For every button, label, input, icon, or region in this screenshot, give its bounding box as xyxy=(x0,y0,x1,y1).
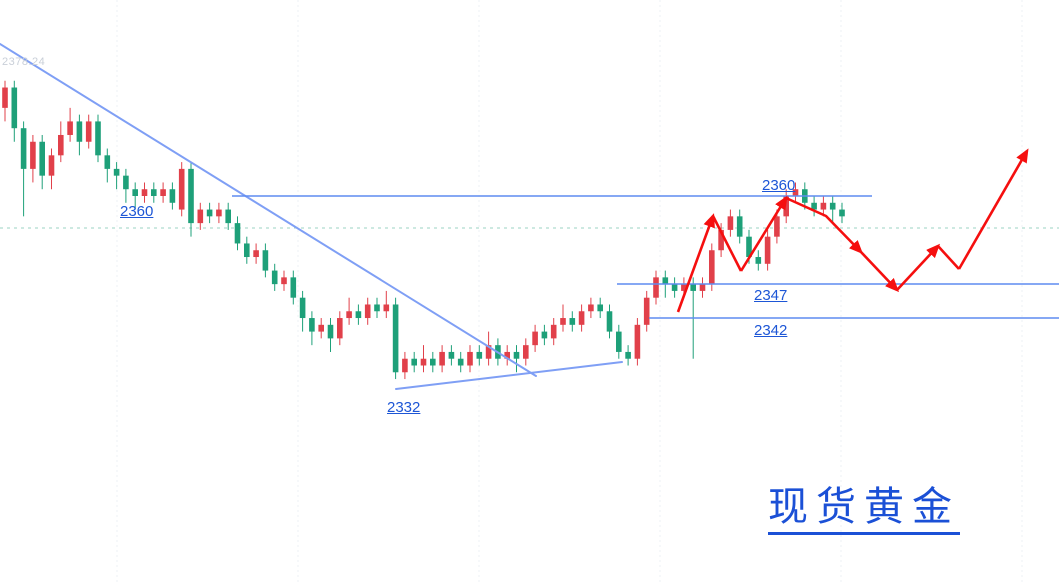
level-label-2360-right[interactable]: 2360 xyxy=(762,177,796,194)
level-lines-layer[interactable] xyxy=(232,195,1059,319)
rising-base-line xyxy=(395,361,623,390)
level-label-2332[interactable]: 2332 xyxy=(387,399,421,416)
candles-layer xyxy=(2,80,845,380)
level-label-2360-left[interactable]: 2360 xyxy=(120,203,154,220)
level-label-2347[interactable]: 2347 xyxy=(754,287,788,304)
instrument-title: 现货黄金 xyxy=(768,485,960,535)
level-label-2342[interactable]: 2342 xyxy=(754,322,788,339)
last-price-label: 2378.24 xyxy=(2,56,46,68)
trendlines-layer[interactable] xyxy=(0,43,623,390)
descending-trendline xyxy=(0,43,537,377)
forecast-arrows-layer[interactable] xyxy=(676,148,1029,313)
